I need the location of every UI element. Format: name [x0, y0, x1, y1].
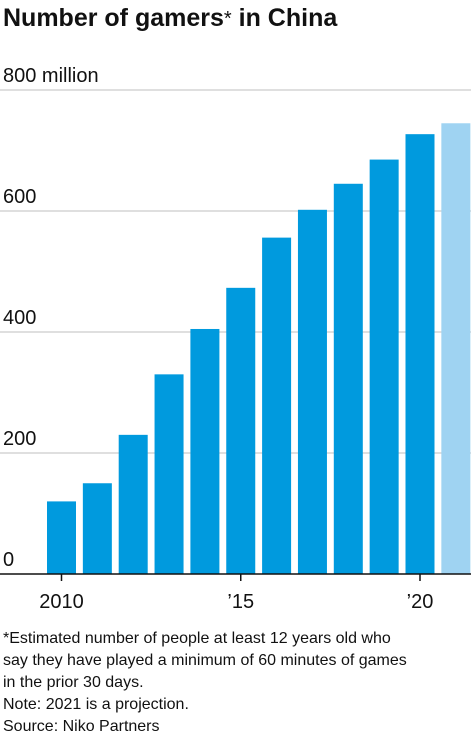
x-tick-label-2015: ’15	[227, 591, 254, 613]
x-axis-labels: 2010 ’15 ’20	[39, 591, 433, 613]
y-tick-label-400: 400	[3, 307, 36, 329]
footnote-estimate-line-3: in the prior 30 days.	[3, 674, 144, 691]
chart-footnotes: *Estimated number of people at least 12 …	[3, 628, 471, 738]
bar-chart: 0 200 400 600 800 million 2010 ’15 ’20	[0, 65, 471, 613]
bar-2011	[82, 483, 112, 574]
bar-2018	[333, 183, 363, 574]
bar-2020	[405, 134, 435, 575]
footnote-estimate-line-1: *Estimated number of people at least 12 …	[3, 630, 391, 647]
y-tick-label-0: 0	[3, 549, 14, 571]
x-axis-ticks	[60, 574, 421, 581]
chart-title-asterisk: *	[223, 8, 232, 30]
bar-2014	[190, 328, 220, 574]
footnote-estimate-line-2: say they have played a minimum of 60 min…	[3, 652, 407, 669]
x-tick-label-2010: 2010	[39, 591, 84, 613]
bar-2012	[118, 434, 148, 574]
bar-2019	[369, 159, 399, 574]
chart-title-suffix: in China	[231, 4, 338, 32]
bar-2015	[226, 287, 256, 574]
bar-2010	[47, 501, 76, 574]
bar-2021	[441, 123, 471, 575]
footnote-projection-note: Note: 2021 is a projection.	[3, 696, 189, 713]
x-tick-label-2020: ’20	[407, 591, 434, 613]
bars	[47, 123, 471, 575]
y-tick-label-200: 200	[3, 428, 36, 450]
chart-title-text: Number of gamers	[3, 4, 224, 32]
bar-2017	[297, 209, 327, 575]
y-tick-label-800: 800 million	[3, 65, 99, 87]
y-axis-labels: 0 200 400 600 800 million	[3, 65, 99, 571]
chart-title: Number of gamers* in China	[3, 2, 337, 34]
footnote-source: Source: Niko Partners	[3, 718, 160, 735]
bar-2013	[154, 374, 184, 574]
bar-2016	[262, 237, 292, 574]
y-tick-label-600: 600	[3, 186, 36, 208]
